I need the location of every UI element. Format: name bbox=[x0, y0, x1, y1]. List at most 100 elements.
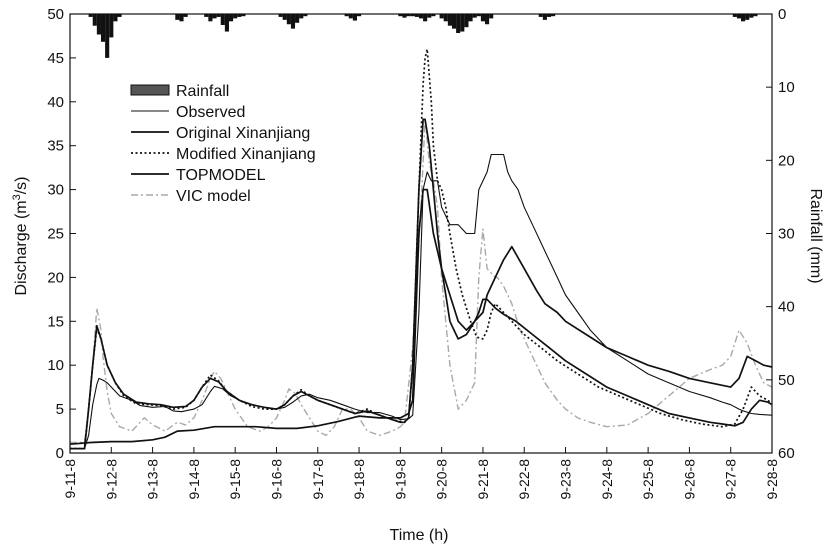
rainfall-bar bbox=[183, 14, 188, 17]
rainfall-bar bbox=[418, 14, 424, 19]
series-line-vic-model bbox=[70, 118, 773, 444]
rainfall-bar bbox=[295, 14, 300, 23]
y-right-tick-label: 20 bbox=[778, 152, 795, 169]
legend: Rainfall Observed Original Xinanjiang Modif… bbox=[130, 83, 316, 205]
rainfall-bar bbox=[538, 14, 543, 17]
rainfall-bar bbox=[216, 14, 221, 17]
rainfall-bar bbox=[741, 14, 746, 22]
rainfall-bar bbox=[220, 14, 225, 25]
x-tick-label: 9-28-8 bbox=[764, 459, 780, 500]
y-right-tick-label: 10 bbox=[778, 79, 795, 96]
axes: 0 5 10 15 20 25 30 35 40 45 50 0 10 20 30 40 50 60 9-11-8 9… bbox=[47, 6, 794, 499]
rainfall-bar bbox=[745, 14, 750, 20]
x-tick-label: 9-21-8 bbox=[475, 459, 491, 500]
x-tick-label: 9-19-8 bbox=[392, 459, 408, 500]
rainfall-bar bbox=[439, 14, 444, 19]
rainfall-bar bbox=[464, 14, 469, 28]
x-tick-label: 9-15-8 bbox=[227, 459, 243, 500]
rainfall-bar bbox=[476, 14, 481, 17]
x-axis-label: Time (h) bbox=[390, 527, 449, 544]
x-tick-label: 9-17-8 bbox=[310, 459, 326, 500]
rainfall-bar bbox=[303, 14, 308, 17]
x-tick-label: 9-11-8 bbox=[62, 459, 78, 499]
series-line-modified-xinanjiang bbox=[70, 48, 773, 450]
rainfall-bar bbox=[352, 14, 357, 21]
x-tick-label: 9-26-8 bbox=[681, 459, 697, 500]
rainfall-bar bbox=[460, 14, 465, 32]
rainfall-bar bbox=[736, 14, 742, 19]
x-tick-label: 9-13-8 bbox=[145, 459, 161, 500]
rainfall-bar bbox=[732, 14, 737, 17]
x-tick-label: 9-16-8 bbox=[268, 459, 284, 500]
rainfall-bar bbox=[92, 14, 97, 26]
y-left-tick-label: 50 bbox=[47, 6, 64, 23]
legend-label-original-xinanjiang: Original Xinanjiang bbox=[176, 125, 310, 142]
rainfall-bar bbox=[113, 14, 118, 22]
y-left-tick-label: 25 bbox=[47, 226, 64, 243]
rainfall-bar bbox=[204, 14, 209, 17]
rainfall-bar bbox=[398, 14, 403, 17]
rainfall-bar bbox=[278, 14, 283, 17]
y-left-tick-label: 0 bbox=[56, 445, 64, 462]
rainfall-bar bbox=[233, 14, 238, 19]
rainfall-bar bbox=[290, 14, 296, 29]
legend-swatch-rainfall bbox=[130, 84, 170, 96]
y-left-tick-label: 30 bbox=[47, 182, 64, 199]
rainfall-bar bbox=[753, 14, 758, 17]
rainfall-bar bbox=[356, 14, 362, 17]
rainfall-bar bbox=[480, 14, 486, 22]
rainfall-bar bbox=[348, 14, 353, 19]
rainfall-bar bbox=[212, 14, 217, 19]
rainfall-bar bbox=[299, 14, 304, 19]
rainfall-bar bbox=[427, 14, 432, 18]
rainfall-bar bbox=[100, 14, 106, 42]
rainfall-bar bbox=[414, 14, 419, 17]
rainfall-bar bbox=[224, 14, 229, 32]
rainfall-bar bbox=[208, 14, 213, 22]
series-line-topmodel bbox=[69, 188, 773, 446]
legend-label-modified-xinanjiang: Modified Xinanjiang bbox=[176, 146, 316, 163]
rainfall-bar bbox=[485, 14, 490, 25]
y-left-tick-label: 15 bbox=[47, 313, 64, 330]
series-line-original-xinanjiang bbox=[70, 118, 773, 450]
plot-frame bbox=[69, 13, 773, 454]
legend-label-vic-model: VIC model bbox=[176, 188, 251, 205]
rainfall-bar bbox=[551, 14, 556, 17]
y-right-tick-label: 60 bbox=[778, 445, 795, 462]
rainfall-bar bbox=[456, 14, 461, 34]
rainfall-bar bbox=[431, 14, 436, 17]
rainfall-bar bbox=[179, 14, 184, 22]
y-right-tick-label: 50 bbox=[778, 372, 795, 389]
rainfall-bar bbox=[423, 14, 428, 22]
y-axis-left-label: Discharge (m3/s) bbox=[11, 176, 30, 295]
rainfall-bar bbox=[447, 14, 452, 26]
rainfall-bar bbox=[282, 14, 287, 20]
rainfall-bar bbox=[175, 14, 180, 20]
y-left-tick-label: 20 bbox=[47, 269, 64, 286]
x-tick-label: 9-22-8 bbox=[516, 459, 532, 500]
y-axis-right-label: Rainfall (mm) bbox=[807, 188, 824, 283]
rainfall-bar bbox=[96, 14, 101, 35]
rainfall-bar bbox=[489, 14, 494, 19]
legend-label-rainfall: Rainfall bbox=[176, 83, 229, 100]
legend-label-topmodel: TOPMODEL bbox=[176, 167, 266, 184]
x-tick-label: 9-18-8 bbox=[351, 459, 367, 500]
rainfall-bar bbox=[406, 14, 411, 17]
x-tick-label: 9-12-8 bbox=[103, 459, 119, 500]
x-tick-label: 9-25-8 bbox=[640, 459, 656, 500]
y-right-tick-label: 0 bbox=[778, 6, 786, 23]
y-left-tick-label: 5 bbox=[56, 401, 64, 418]
rainfall-bar bbox=[443, 14, 448, 22]
x-tick-label: 9-27-8 bbox=[723, 459, 739, 500]
y-right-tick-label: 30 bbox=[778, 226, 795, 243]
rainfall-bar bbox=[237, 14, 242, 17]
rainfall-bar bbox=[542, 14, 547, 20]
series-line-observed bbox=[70, 153, 773, 450]
y-right-tick-label: 40 bbox=[778, 299, 795, 316]
rainfall-bar bbox=[286, 14, 291, 25]
y-left-tick-label: 45 bbox=[47, 50, 64, 67]
rainfall-bars bbox=[88, 14, 758, 58]
rainfall-bar bbox=[241, 14, 246, 17]
series-lines bbox=[69, 48, 773, 450]
